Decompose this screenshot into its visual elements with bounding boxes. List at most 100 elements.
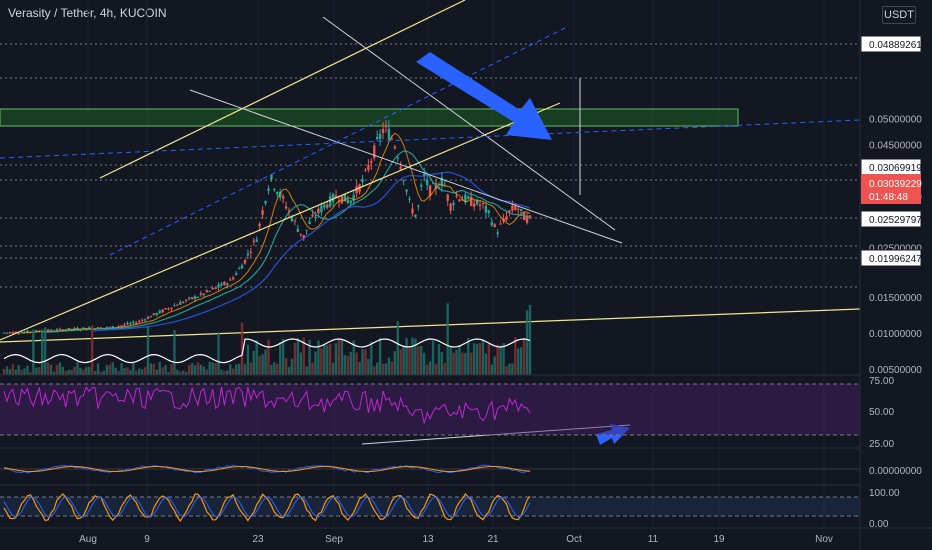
volume-bar xyxy=(472,343,476,375)
candle-body xyxy=(396,157,399,159)
volume-bar xyxy=(146,326,150,375)
time-axis[interactable]: Aug 9 23 Sep 13 21 Oct 11 19 Nov xyxy=(79,534,833,545)
volume-bar xyxy=(405,337,408,375)
volume-bar xyxy=(505,365,508,375)
volume-bar xyxy=(464,352,467,375)
volume-bar xyxy=(49,364,53,375)
candle-body xyxy=(14,331,17,334)
candle-body xyxy=(11,331,15,334)
candle-body xyxy=(202,293,206,296)
volume-bar xyxy=(340,338,344,375)
channel-top-line xyxy=(99,0,466,179)
candle-body xyxy=(211,288,214,290)
volume-bar xyxy=(76,362,79,375)
volume-bar xyxy=(387,357,391,375)
volume-bar xyxy=(375,362,379,375)
candle-body xyxy=(308,221,311,225)
volume-bar xyxy=(149,363,153,375)
candle-body xyxy=(161,309,164,313)
candle-body xyxy=(129,323,132,325)
candle-body xyxy=(431,183,435,185)
volume-bar xyxy=(420,346,423,375)
volume-bar xyxy=(428,361,432,375)
indicator-tick-label: 0.00 xyxy=(869,519,889,530)
volume-bar xyxy=(120,363,123,375)
price-axis[interactable]: 0.050000000.045000000.040000000.03500000… xyxy=(860,35,922,530)
candle-body xyxy=(508,210,511,213)
resistance-zone[interactable] xyxy=(0,108,739,127)
volume-bar xyxy=(393,351,397,375)
candle-body xyxy=(499,223,502,225)
volume-bar xyxy=(475,343,479,375)
volume-bar xyxy=(517,348,520,375)
volume-bar xyxy=(182,370,185,375)
volume-bar xyxy=(458,345,461,375)
candle-body xyxy=(425,179,429,186)
candle-body xyxy=(126,322,129,325)
volume-bar xyxy=(273,362,276,375)
candle-body xyxy=(296,228,300,232)
volume-bar xyxy=(23,368,26,375)
descending-resistance-line xyxy=(322,16,616,231)
volume-bar xyxy=(126,367,129,375)
candle-body xyxy=(237,268,241,270)
volume-bar xyxy=(328,343,332,375)
candle-body xyxy=(193,296,197,300)
volume-bar xyxy=(85,367,88,375)
candle-body xyxy=(373,145,376,159)
time-tick-label: 19 xyxy=(713,534,725,545)
volume-bar xyxy=(267,339,270,375)
candle-body xyxy=(402,180,405,182)
volume-bar xyxy=(361,349,364,375)
volume-bar xyxy=(199,364,203,375)
candle-body xyxy=(361,179,364,183)
volume-bar xyxy=(434,363,438,375)
candle-body xyxy=(343,193,347,202)
volume-bar xyxy=(143,367,147,375)
volume-bar xyxy=(38,367,41,375)
candle-body xyxy=(26,330,29,333)
trend-lines[interactable] xyxy=(0,0,861,445)
price-tick-label: 0.02500000 xyxy=(869,244,922,255)
volume-bar xyxy=(135,370,138,375)
candle-body xyxy=(346,199,350,204)
candle-body xyxy=(334,195,338,198)
volume-bar xyxy=(29,371,32,375)
volume-bar xyxy=(114,367,117,375)
volume-bar xyxy=(305,366,308,375)
candle-body xyxy=(517,208,520,210)
volume-bar xyxy=(384,363,388,375)
candle-body xyxy=(367,165,370,170)
volume-bar xyxy=(519,347,523,375)
volume-bar xyxy=(240,322,244,375)
volume-bar xyxy=(261,354,264,375)
volume-bar xyxy=(214,363,217,375)
volume-bar xyxy=(232,368,235,375)
candle-body xyxy=(135,322,138,324)
volume-bar xyxy=(311,362,314,375)
candle-body xyxy=(399,166,402,170)
candle-body xyxy=(58,328,62,330)
candle-body xyxy=(408,198,411,200)
volume-bar xyxy=(234,364,238,375)
volume-bar xyxy=(352,340,355,375)
candle-body xyxy=(493,224,496,227)
volume-bar xyxy=(490,364,493,375)
candle-body xyxy=(182,301,185,303)
volume-bar xyxy=(41,329,44,375)
candle-body xyxy=(414,214,417,217)
candle-body xyxy=(164,308,167,310)
volume-bar xyxy=(461,352,464,375)
candle-body xyxy=(393,146,397,149)
candle-body xyxy=(458,199,461,202)
candle-body xyxy=(405,189,408,192)
candle-body xyxy=(470,196,473,206)
candle-body xyxy=(88,327,91,329)
currency-selector[interactable]: USDT xyxy=(882,6,916,24)
macd-line xyxy=(3,464,531,474)
volume-bar xyxy=(287,366,291,375)
big-down-arrow-icon[interactable] xyxy=(416,52,552,140)
volume-bar xyxy=(173,330,176,375)
candle-body xyxy=(234,273,238,275)
